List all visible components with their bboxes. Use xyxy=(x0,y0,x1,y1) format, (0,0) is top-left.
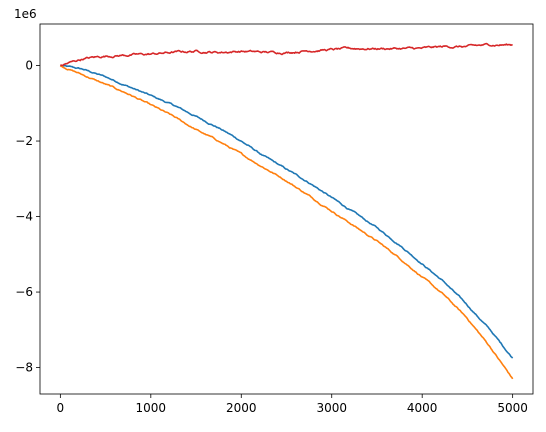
y-axis-offset-label: 1e6 xyxy=(14,7,37,21)
x-axis: 0 1000 2000 3000 4000 5000 xyxy=(57,394,528,415)
x-tick-label: 0 xyxy=(57,401,65,415)
series-line-3 xyxy=(60,42,513,67)
x-tick-label: 3000 xyxy=(316,401,347,415)
y-tick-label: −8 xyxy=(15,361,33,375)
y-tick-label: −4 xyxy=(15,210,33,224)
x-tick-label: 2000 xyxy=(226,401,257,415)
y-tick-label: 0 xyxy=(25,59,33,73)
plot-frame xyxy=(39,23,534,395)
series-layer xyxy=(59,42,514,380)
y-axis: 0 −2 −4 −6 −8 xyxy=(15,59,40,375)
series-line-1 xyxy=(60,64,514,359)
x-tick-label: 4000 xyxy=(407,401,438,415)
x-tick-label: 1000 xyxy=(136,401,167,415)
y-tick-label: −6 xyxy=(15,285,33,299)
series-line-2 xyxy=(59,64,514,380)
y-tick-label: −2 xyxy=(15,134,33,148)
x-tick-label: 5000 xyxy=(497,401,528,415)
